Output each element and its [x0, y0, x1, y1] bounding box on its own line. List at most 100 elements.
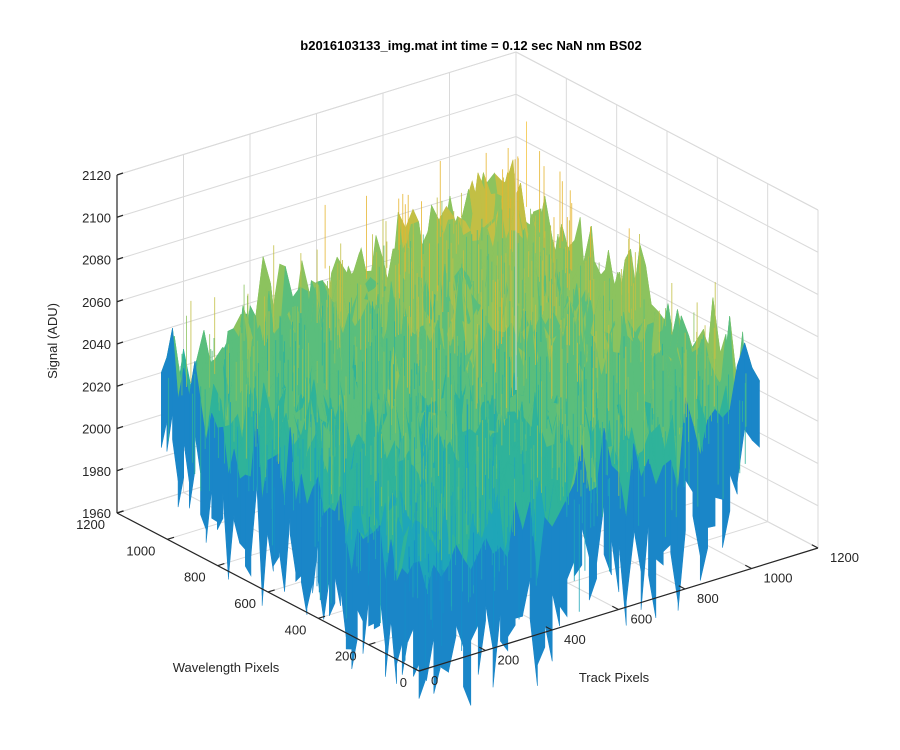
side-wall-grid-line: [515, 93, 819, 253]
x-tick-mark: [612, 605, 619, 611]
surface-skirt: [722, 409, 731, 548]
surface-skirt: [618, 472, 627, 626]
side-wall-grid-line: [515, 136, 819, 295]
z-tick-label: 2060: [82, 295, 111, 310]
surface-skirt: [500, 546, 509, 652]
surface-skirt: [625, 443, 634, 602]
surface-skirt: [200, 400, 207, 530]
x-tick-label: 1000: [764, 571, 793, 586]
surface-skirt: [306, 488, 313, 609]
tick-labels: 0 200 400 600 800 1000 1200 0 200 400 600 800 1000 12…: [76, 168, 859, 690]
surface-skirt: [301, 474, 308, 615]
y-tick-label: 800: [184, 570, 206, 585]
surface-skirt: [448, 544, 457, 672]
surface-skirt: [261, 460, 269, 606]
surface-skirt: [245, 474, 252, 577]
z-tick-mark: [116, 214, 124, 218]
z-tick-label: 2100: [82, 210, 111, 225]
surface-skirt: [345, 540, 353, 650]
surface-skirt: [172, 328, 179, 481]
side-wall-grid-line: [515, 178, 819, 338]
x-tick-mark: [545, 626, 553, 631]
z-tick-mark: [116, 256, 124, 261]
surface-skirt: [470, 554, 479, 641]
y-tick-label: 400: [285, 622, 307, 637]
y-tick-mark: [368, 642, 376, 646]
surface-skirt: [351, 529, 358, 670]
surface-skirt: [655, 465, 664, 566]
z-tick-label: 2020: [82, 379, 111, 394]
surface-skirt: [368, 531, 375, 627]
axes-box: [116, 51, 819, 672]
y-tick-mark: [167, 536, 175, 540]
surface-skirt: [677, 397, 686, 611]
box-top-back-edge: [116, 51, 517, 176]
y-tick-label: 600: [234, 596, 256, 611]
y-tick-label: 1200: [76, 517, 105, 532]
surface-skirt: [334, 494, 341, 607]
x-axis-label: Track Pixels: [579, 670, 650, 685]
surface-skirt: [551, 513, 560, 627]
surface-skirt: [440, 564, 449, 673]
y-tick-mark: [318, 615, 326, 619]
y-axis-label: Wavelength Pixels: [173, 660, 280, 675]
surface-skirt: [529, 501, 538, 686]
z-tick-mark: [116, 299, 124, 303]
back-wall-grid-line: [116, 136, 517, 260]
surface-skirt: [611, 465, 620, 593]
surface-skirt: [662, 459, 671, 553]
x-tick-label: 200: [498, 653, 520, 668]
x-tick-mark: [412, 667, 420, 672]
z-tick-label: 2000: [82, 422, 111, 437]
y-tick-mark: [267, 589, 275, 593]
surface-skirt: [233, 449, 241, 544]
x-tick-mark: [479, 646, 486, 652]
chart-title: b2016103133_img.mat int time = 0.12 sec …: [300, 38, 641, 53]
box-top-side-edge: [515, 51, 819, 211]
surface-skirt: [160, 357, 168, 448]
surface-skirt: [566, 483, 575, 580]
x-tick-label: 600: [631, 612, 653, 627]
z-tick-mark: [116, 468, 124, 472]
surface-skirt: [385, 539, 392, 677]
z-tick-label: 2080: [82, 253, 111, 268]
y-tick-label: 0: [400, 675, 407, 690]
x-tick-label: 800: [697, 591, 719, 606]
x-tick-mark: [745, 564, 752, 570]
surface-skirt: [211, 413, 218, 523]
x-tick-label: 0: [431, 673, 438, 688]
surface-skirt: [736, 342, 745, 482]
surface-skirt: [284, 427, 291, 592]
surface-skirt: [640, 459, 649, 610]
y-tick-label: 200: [335, 649, 357, 664]
x-tick-label: 1200: [830, 550, 859, 565]
surface-skirt: [289, 427, 297, 573]
x-tick-mark: [811, 544, 819, 549]
x-tick-label: 400: [564, 632, 586, 647]
z-tick-mark: [116, 510, 124, 514]
z-tick-mark: [116, 172, 124, 176]
y-tick-label: 1000: [126, 543, 155, 558]
surface-skirt: [751, 366, 760, 448]
surface-mesh: [160, 121, 760, 706]
surface-skirt: [714, 408, 723, 500]
surface-skirt: [463, 558, 472, 706]
y-tick-mark: [217, 563, 225, 567]
x-tick-mark: [678, 585, 686, 590]
surface-skirt: [537, 517, 546, 665]
surface-skirt: [362, 535, 369, 654]
surface-skirt: [396, 568, 403, 665]
z-tick-label: 2040: [82, 337, 111, 352]
surface-skirt: [648, 459, 657, 619]
z-tick-mark: [116, 341, 124, 345]
z-tick-mark: [116, 425, 124, 430]
z-tick-mark: [116, 383, 124, 387]
surface-skirt: [373, 524, 381, 630]
surface-skirt: [166, 328, 173, 452]
surface-skirt: [559, 498, 568, 618]
z-axis-label: Signal (ADU): [45, 303, 60, 379]
surface-skirt: [205, 413, 213, 543]
surface-skirt: [177, 368, 185, 508]
surface-skirt: [544, 517, 553, 662]
